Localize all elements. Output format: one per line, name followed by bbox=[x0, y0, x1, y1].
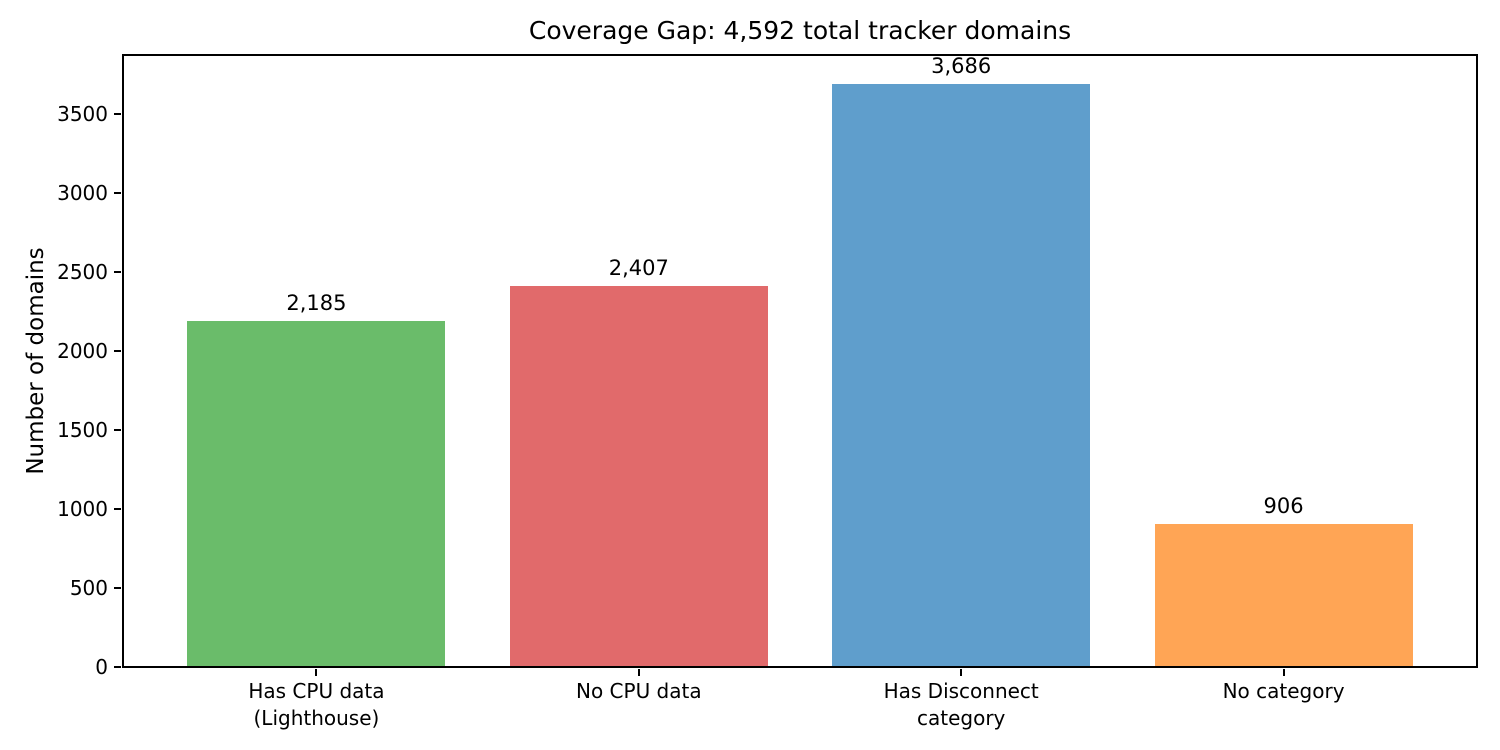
y-tick bbox=[114, 349, 121, 352]
bar bbox=[1154, 523, 1413, 667]
bar-value-label: 906 bbox=[1263, 493, 1304, 518]
bar bbox=[832, 84, 1091, 667]
bar-value-label: 2,185 bbox=[286, 291, 347, 316]
y-tick bbox=[114, 666, 121, 668]
bar-value-label: 3,686 bbox=[931, 54, 992, 79]
y-axis-label: Number of domains bbox=[23, 247, 49, 475]
y-tick-label: 2500 bbox=[57, 259, 108, 284]
y-tick bbox=[114, 507, 121, 510]
bar bbox=[509, 286, 768, 667]
x-tick-label: Has CPU data (Lighthouse) bbox=[248, 679, 385, 730]
x-tick-label: No category bbox=[1222, 679, 1345, 703]
plot-area: 0 500 1000 1500 2000 2500 3000 3500 2,185 Has CPU… bbox=[57, 54, 1478, 730]
x-tick-label: No CPU data bbox=[575, 679, 702, 703]
x-tick bbox=[315, 669, 318, 676]
chart-title: Coverage Gap: 4,592 total tracker domain… bbox=[528, 16, 1072, 45]
y-tick bbox=[114, 270, 121, 273]
y-tick-label: 3000 bbox=[57, 180, 108, 205]
x-tick bbox=[637, 669, 640, 676]
y-tick-label: 2000 bbox=[57, 338, 108, 363]
y-tick-label: 0 bbox=[95, 655, 108, 679]
y-tick-label: 1000 bbox=[57, 496, 108, 521]
y-tick bbox=[114, 191, 121, 194]
y-tick bbox=[114, 586, 121, 589]
bar-value-label: 2,407 bbox=[608, 256, 669, 281]
y-tick-label: 1500 bbox=[57, 417, 108, 442]
x-tick bbox=[960, 669, 963, 676]
y-tick-label: 500 bbox=[69, 575, 108, 600]
y-tick bbox=[114, 112, 121, 115]
x-tick bbox=[1282, 669, 1285, 676]
y-tick bbox=[114, 428, 121, 431]
bar bbox=[187, 321, 446, 667]
y-tick-label: 3500 bbox=[57, 101, 108, 126]
x-tick-label: Has Disconnect category bbox=[883, 679, 1039, 730]
